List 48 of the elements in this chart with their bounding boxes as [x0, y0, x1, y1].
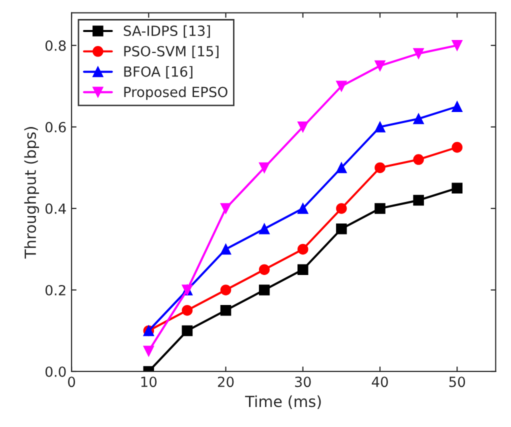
point [374, 162, 386, 174]
x-tick-label: 30 [295, 376, 311, 388]
point [298, 244, 308, 255]
point [413, 48, 424, 59]
point [452, 40, 462, 51]
y-tick-label: 0.0 [46, 366, 66, 377]
legend-label: SA-IDPS [13] [124, 25, 210, 38]
point [452, 101, 462, 112]
legend-label: BFOA [16] [124, 66, 192, 78]
point [374, 60, 386, 72]
point [182, 304, 193, 316]
point [413, 154, 424, 165]
point [258, 284, 270, 296]
y-tick-label: 0.6 [46, 122, 66, 132]
point [413, 113, 424, 124]
point [374, 122, 386, 132]
x-axis-title: Time (ms) [245, 395, 321, 409]
point [258, 264, 270, 275]
point [298, 203, 308, 214]
legend-label: Proposed EPSO [124, 86, 228, 100]
point [452, 182, 462, 194]
point [298, 264, 308, 275]
y-tick-label: 0.4 [46, 203, 66, 214]
y-tick-label: 0.2 [46, 284, 66, 296]
x-tick-label: 50 [449, 376, 466, 388]
point [220, 244, 232, 255]
x-tick-label: 0 [68, 376, 76, 388]
point [182, 325, 193, 336]
point [336, 223, 347, 234]
point [336, 203, 347, 214]
point [258, 162, 270, 174]
point [336, 162, 347, 174]
point [298, 122, 308, 132]
y-tick-label: 0.8 [46, 40, 66, 51]
legend-label: PSO-SVM [15] [124, 46, 218, 58]
point [143, 346, 154, 356]
point [452, 142, 462, 153]
point [220, 284, 232, 296]
point [258, 223, 270, 234]
point [220, 304, 232, 316]
y-axis-title: Throughput (bps) [24, 127, 40, 259]
x-tick-label: 10 [141, 376, 157, 388]
point [413, 194, 424, 206]
x-tick-label: 40 [372, 376, 388, 388]
point [336, 80, 347, 92]
x-tick-label: 20 [218, 376, 234, 388]
point [374, 203, 386, 214]
point [220, 203, 232, 214]
